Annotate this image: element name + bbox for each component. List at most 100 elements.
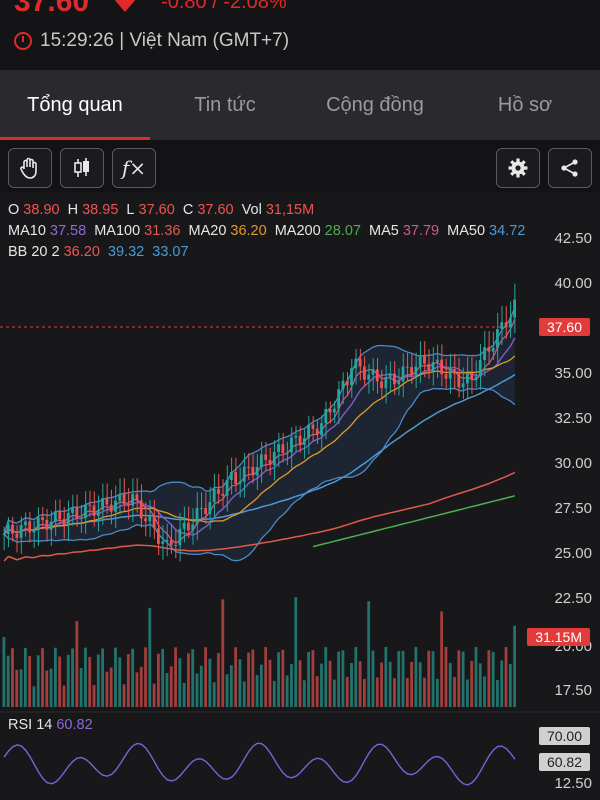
price-chart[interactable]: O 38.90 H 38.95 L 37.60 C 37.60 Vol 31,15M MA… (0, 192, 600, 800)
candle-body (453, 369, 456, 374)
price-tick: 17.50 (554, 682, 592, 699)
rsi-label: RSI 14 (8, 717, 53, 733)
candle-body (260, 454, 263, 468)
rsi-line (3, 742, 516, 786)
candle-body (315, 428, 319, 436)
candle-body (290, 437, 293, 453)
last-price: 37.60 (14, 0, 90, 18)
candle-body (58, 511, 62, 520)
tab-bar: Tổng quan Tin tức Cộng đồng Hồ sơ (0, 70, 600, 140)
candle-body (71, 507, 74, 513)
volume-bar (157, 653, 160, 707)
volume-bar (182, 682, 186, 707)
volume-bar (491, 651, 495, 707)
tab-news[interactable]: Tin tức (194, 93, 256, 116)
candle-body (393, 373, 396, 385)
volume-bar (62, 685, 66, 707)
volume-bar (49, 668, 53, 707)
volume-bar (302, 680, 306, 707)
volume-bar (431, 651, 435, 707)
share-button[interactable] (548, 148, 592, 188)
volume-bar (88, 656, 92, 707)
candle-body (45, 519, 49, 530)
candle-body (440, 359, 444, 375)
candle-body (66, 512, 70, 525)
volume-bar (260, 664, 263, 707)
candle-body (251, 466, 255, 476)
volume-bar (427, 650, 431, 707)
volume-bar (435, 678, 439, 707)
rsi-value-tag: 60.82 (538, 753, 590, 771)
candle-body (341, 380, 345, 390)
price-tick: 42.50 (554, 230, 592, 247)
candle-body (311, 424, 315, 429)
candle-body (298, 435, 302, 446)
volume-bar (234, 647, 238, 707)
candle-body (281, 444, 285, 454)
candle-body (131, 494, 135, 506)
tab-overview[interactable]: Tổng quan (0, 70, 150, 140)
gear-icon (508, 158, 528, 178)
volume-bar (178, 658, 182, 707)
hand-icon (20, 157, 37, 179)
candle-body (474, 376, 478, 380)
volume-bar (255, 674, 259, 707)
ma20-value: 36.20 (230, 223, 267, 239)
clock-icon (14, 32, 32, 50)
volume-bar (152, 683, 156, 707)
candle-body (487, 347, 491, 352)
candle-body (320, 423, 323, 436)
candle-body (88, 504, 92, 506)
rsi-legend: RSI 14 60.82 (8, 717, 97, 733)
volume-bar (508, 663, 512, 707)
volume-label: Vol (241, 202, 262, 218)
candle-body (380, 381, 383, 389)
hand-tool-button[interactable] (8, 148, 52, 188)
candle-body (350, 368, 353, 386)
bb-lower-value: 33.07 (152, 244, 189, 260)
volume-bar (285, 675, 289, 707)
volume-bar (101, 648, 104, 707)
ma50-label: MA50 (447, 223, 486, 239)
candle-body (435, 359, 439, 362)
candle-body (358, 358, 362, 367)
candle-body (466, 372, 469, 384)
volume-bar (41, 648, 44, 707)
volume-bar (28, 656, 32, 707)
candle-body (302, 438, 306, 446)
candle-body (191, 524, 195, 531)
volume-bar (204, 647, 207, 707)
settings-button[interactable] (496, 148, 540, 188)
ma200-value: 28.07 (324, 223, 361, 239)
volume-bar (388, 661, 392, 707)
price-tick: 32.50 (554, 410, 592, 427)
volume-bar (161, 648, 165, 707)
candle-body (221, 493, 225, 496)
volume-bar (513, 625, 516, 707)
candlestick-type-button[interactable] (60, 148, 104, 188)
candle-body (238, 481, 242, 484)
candle-body (32, 530, 36, 533)
tab-community[interactable]: Cộng đồng (326, 93, 424, 116)
volume-bar (444, 647, 448, 707)
candle-body (174, 545, 177, 547)
indicators-button[interactable]: f× (112, 148, 156, 188)
candle-body (54, 511, 57, 522)
candle-body (324, 408, 328, 424)
volume-bar (311, 650, 315, 707)
ma100-line (3, 471, 516, 562)
volume-bar (496, 680, 499, 707)
candle-body (448, 369, 452, 379)
volume-bar (440, 611, 444, 707)
rsi-value: 60.82 (56, 717, 93, 733)
volume-bar (268, 659, 272, 707)
volume-bar (221, 599, 225, 707)
candle-body (500, 322, 504, 330)
volume-bar (114, 647, 117, 707)
candle-body (508, 317, 512, 328)
tab-profile[interactable]: Hồ sơ (497, 93, 553, 116)
candle-body (496, 329, 499, 348)
candle-body (427, 363, 431, 372)
candle-body (195, 507, 199, 525)
candle-body (36, 517, 40, 531)
